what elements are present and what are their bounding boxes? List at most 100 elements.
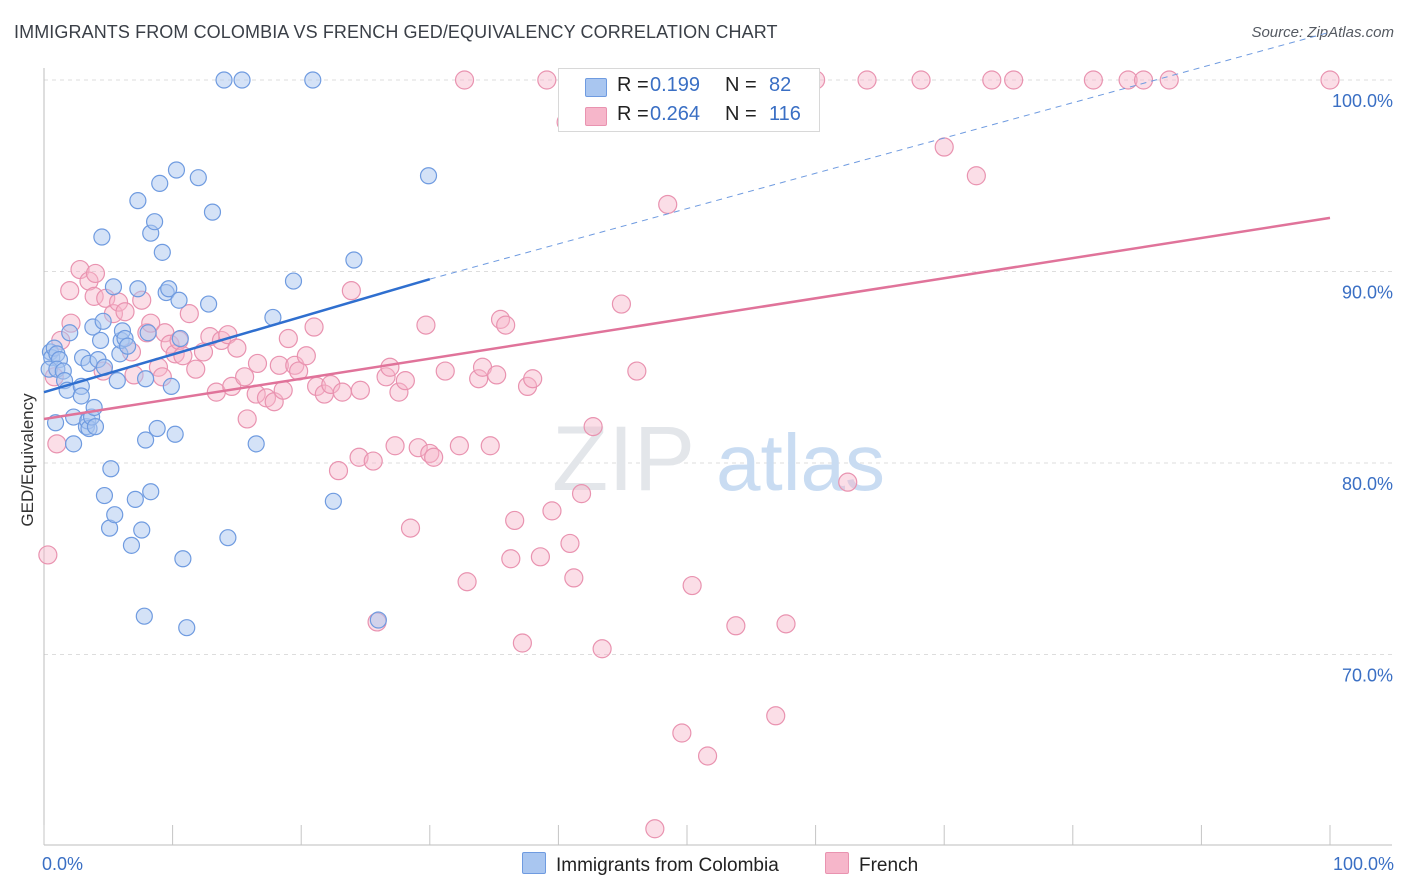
colombia-point [139, 324, 157, 342]
french-point [672, 723, 692, 743]
tick-labels: 70.0% 80.0% 90.0% 100.0% 0.0% 100.0% [42, 91, 1394, 874]
french-point [857, 70, 877, 90]
french-point [420, 443, 440, 464]
french-point [408, 438, 428, 458]
french-point [400, 518, 421, 538]
colombia-point [135, 607, 153, 625]
trend-lines [43, 31, 1331, 421]
y-tick-label: 80.0% [1342, 474, 1393, 494]
colombia-point [166, 425, 184, 443]
french-point [838, 472, 858, 492]
stats-swatch-colombia [585, 78, 607, 97]
french-point [385, 436, 405, 456]
french-point [1118, 70, 1138, 90]
french-point [505, 510, 525, 531]
colombia-point [93, 228, 111, 246]
colombia-point [162, 377, 180, 395]
french-point [247, 353, 268, 374]
french-point [766, 706, 786, 726]
colombia-point [118, 337, 137, 355]
french-point [424, 447, 444, 467]
colombia-trend-line [43, 277, 431, 394]
colombia-point [153, 243, 171, 261]
colombia-point [61, 324, 79, 342]
colombia-point [345, 251, 363, 269]
french-point [496, 315, 516, 335]
colombia-point [72, 387, 90, 405]
french-point [85, 263, 106, 284]
french-point [278, 328, 298, 349]
y-axis-label: GED/Equivalency [18, 393, 37, 527]
french-point [1133, 70, 1154, 90]
french-point [487, 365, 507, 385]
colombia-point [167, 161, 186, 179]
french-point [530, 547, 550, 567]
french-point [1004, 70, 1024, 90]
french-point [934, 137, 954, 157]
french-point [349, 447, 369, 467]
colombia-point [64, 435, 83, 453]
legend-label-french: French [859, 855, 919, 876]
french-point [592, 639, 612, 659]
french-point [1083, 70, 1103, 90]
french-point [435, 361, 455, 381]
y-tick-label: 70.0% [1342, 666, 1393, 686]
french-point [321, 374, 341, 395]
french-point [416, 315, 436, 335]
stats-n-value: 82 [769, 74, 792, 96]
french-point [966, 166, 986, 186]
colombia-point [219, 529, 237, 547]
colombia-point [122, 536, 141, 554]
stats-r-value: 0.264 [650, 103, 701, 125]
watermark-atlas: atlas [716, 418, 885, 507]
colombia-point [151, 174, 169, 193]
french-point [1320, 70, 1340, 90]
colombia-point [419, 167, 438, 185]
colombia-point [148, 419, 166, 438]
legend-item-french[interactable]: French [825, 852, 918, 877]
french-point [376, 367, 396, 387]
french-point [537, 70, 557, 90]
french-point [350, 380, 370, 400]
french-point [658, 194, 678, 215]
x-tick-label-min: 0.0% [42, 854, 83, 874]
colombia-point [324, 492, 342, 510]
french-point [542, 501, 562, 521]
french-point [380, 357, 400, 377]
french-point [449, 436, 469, 456]
colombia-point [106, 506, 124, 524]
french-point [328, 461, 349, 481]
colombia-point [170, 291, 188, 309]
colombia-point [104, 278, 123, 296]
french-point [776, 614, 796, 634]
french-point [611, 294, 632, 314]
french-point [237, 409, 257, 429]
y-tick-label: 90.0% [1342, 283, 1393, 303]
french-point [911, 70, 931, 90]
colombia-point [102, 460, 120, 478]
french-point [38, 545, 58, 565]
colombia-point [189, 169, 207, 187]
colombia-point [94, 312, 112, 330]
colombia-point [178, 619, 196, 637]
colombia-point [200, 295, 218, 313]
french-point [480, 436, 500, 456]
colombia-point [142, 483, 160, 501]
colombia-trend-extension [429, 31, 1331, 280]
french-point [304, 317, 324, 337]
french-point [60, 281, 80, 301]
legend-label-colombia: Immigrants from Colombia [556, 855, 779, 876]
colombia-point [369, 611, 387, 629]
french-point [115, 302, 135, 322]
french-point [726, 616, 746, 636]
french-point [79, 271, 99, 291]
french-point [363, 451, 383, 471]
stats-n-label: N = [725, 74, 757, 96]
colombia-point [304, 71, 322, 89]
colombia-points [40, 71, 438, 637]
legend-item-colombia[interactable]: Immigrants from Colombia [522, 852, 779, 877]
stats-r-label: R = [617, 74, 649, 96]
french-point [389, 382, 409, 402]
colombia-point [108, 372, 126, 390]
french-point [627, 361, 647, 381]
